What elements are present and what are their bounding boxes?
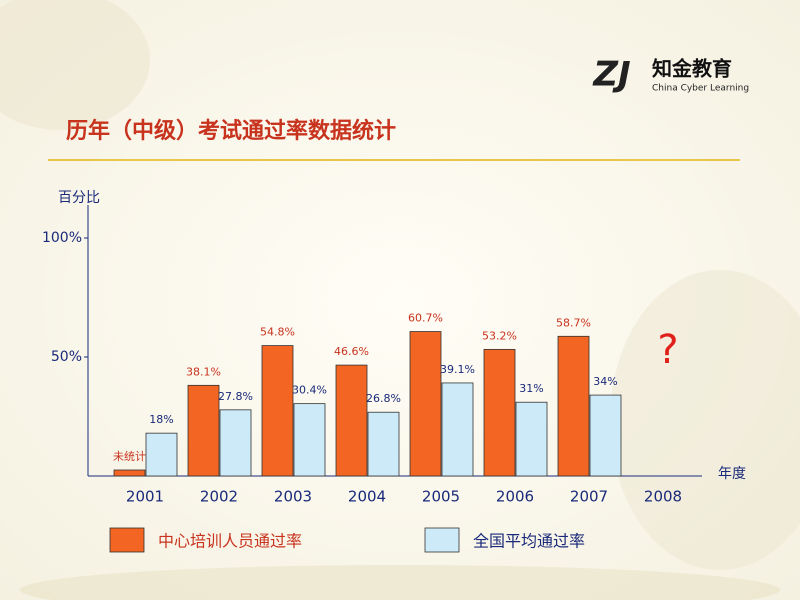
logo-mark: ZJ (592, 55, 630, 95)
bar (483, 348, 516, 477)
legend-swatch (424, 527, 460, 553)
x-tick-label: 2007 (570, 488, 608, 506)
bar (335, 364, 368, 477)
bar (557, 335, 590, 477)
bar (589, 394, 622, 477)
decoration (610, 270, 800, 570)
x-tick-label: 2005 (422, 488, 460, 506)
bar (293, 403, 326, 477)
x-tick-label: 2002 (200, 488, 238, 506)
y-tick-label: 50% (51, 349, 82, 365)
bar (515, 401, 548, 477)
value-label: 27.8% (218, 390, 253, 403)
legend-label: 中心培训人员通过率 (158, 532, 302, 551)
value-label: 60.7% (408, 312, 443, 325)
annotation: ? (657, 327, 678, 373)
value-label: 46.6% (334, 345, 369, 358)
x-tick-label: 2001 (126, 488, 164, 506)
x-tick-label: 2004 (348, 488, 386, 506)
legend-label: 全国平均通过率 (473, 532, 585, 551)
x-tick-label: 2008 (644, 488, 682, 506)
logo-tagline: China Cyber Learning (652, 84, 749, 94)
bar (219, 409, 252, 477)
x-axis-label: 年度 (718, 466, 746, 482)
bar (261, 345, 294, 477)
bar (441, 382, 474, 477)
bar (367, 411, 400, 477)
value-label: 18% (149, 413, 173, 426)
bar (187, 384, 220, 477)
bar (409, 331, 442, 477)
value-label: 39.1% (440, 363, 475, 376)
logo-name: 知金教育 (652, 57, 732, 81)
value-label: 34% (593, 375, 617, 388)
value-label: 38.1% (186, 365, 221, 378)
value-label: 31% (519, 382, 543, 395)
legend-swatch (109, 527, 145, 553)
value-label: 54.8% (260, 326, 295, 339)
chart-title: 历年（中级）考试通过率数据统计 (66, 118, 396, 144)
decoration (20, 565, 780, 600)
y-tick-label: 100% (42, 230, 82, 246)
bar (145, 432, 178, 477)
not-counted-stub (113, 469, 146, 477)
decoration (0, 0, 150, 130)
y-axis-label: 百分比 (58, 190, 100, 206)
x-tick-label: 2006 (496, 488, 534, 506)
value-label: 26.8% (366, 392, 401, 405)
x-tick-label: 2003 (274, 488, 312, 506)
value-label: 未统计 (113, 450, 146, 463)
value-label: 53.2% (482, 329, 517, 342)
value-label: 58.7% (556, 316, 591, 329)
value-label: 30.4% (292, 384, 327, 397)
